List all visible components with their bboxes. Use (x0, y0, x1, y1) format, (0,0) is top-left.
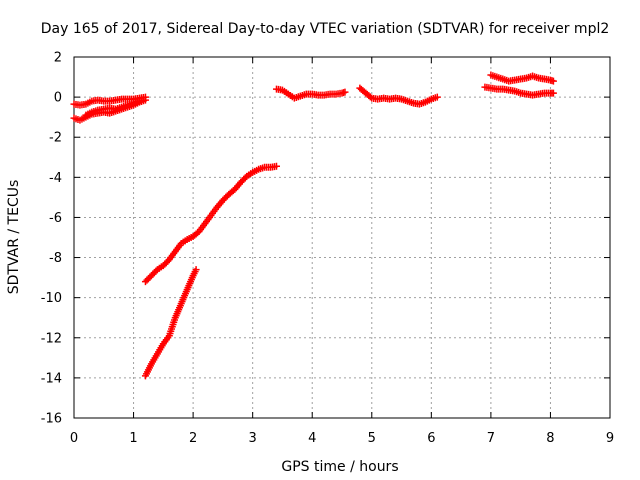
x-tick-label: 1 (129, 431, 137, 446)
y-tick-label: -6 (49, 211, 62, 226)
data-point (433, 93, 441, 101)
series-5 (141, 266, 200, 380)
axes: 0 1 2 3 4 5 6 7 8 9 2 0 -2 -4 -6 -8 -10 -12 -14 -16 (41, 51, 614, 447)
data-point (192, 266, 200, 274)
data-point (141, 96, 149, 104)
y-tick-label: -8 (49, 251, 62, 266)
y-axis-label: SDTVAR / TECUs (6, 180, 22, 295)
x-tick-label: 8 (546, 431, 554, 446)
data-point (549, 89, 557, 97)
series-9 (481, 83, 557, 99)
y-tick-label: 2 (54, 51, 62, 66)
data-point (164, 257, 172, 265)
y-tick-label: -4 (49, 171, 62, 186)
data-point (136, 97, 144, 105)
x-tick-label: 2 (189, 431, 197, 446)
series-7 (356, 84, 441, 108)
x-tick-label: 0 (70, 431, 78, 446)
x-tick-label: 6 (427, 431, 435, 446)
data-point (341, 88, 349, 96)
chart-title: Day 165 of 2017, Sidereal Day-to-day VTE… (41, 21, 610, 37)
y-tick-label: -14 (41, 371, 62, 386)
plot-frame (73, 56, 611, 419)
y-tick-label: -16 (41, 412, 62, 427)
x-axis-label: GPS time / hours (281, 459, 398, 475)
series-6 (272, 85, 349, 102)
data-point (272, 162, 280, 170)
x-tick-label: 9 (606, 431, 614, 446)
x-tick-label: 5 (368, 431, 376, 446)
y-tick-label: -12 (41, 331, 62, 346)
y-tick-label: -10 (41, 291, 62, 306)
y-tick-label: 0 (54, 91, 62, 106)
series-8 (487, 71, 557, 85)
data-marks (70, 71, 557, 380)
data-point (549, 77, 557, 85)
grid (74, 57, 610, 418)
series-4 (141, 162, 280, 286)
x-tick-label: 7 (487, 431, 495, 446)
y-tick-label: -2 (49, 131, 62, 146)
x-tick-label: 4 (308, 431, 316, 446)
series-3 (82, 97, 144, 119)
x-tick-label: 3 (249, 431, 257, 446)
